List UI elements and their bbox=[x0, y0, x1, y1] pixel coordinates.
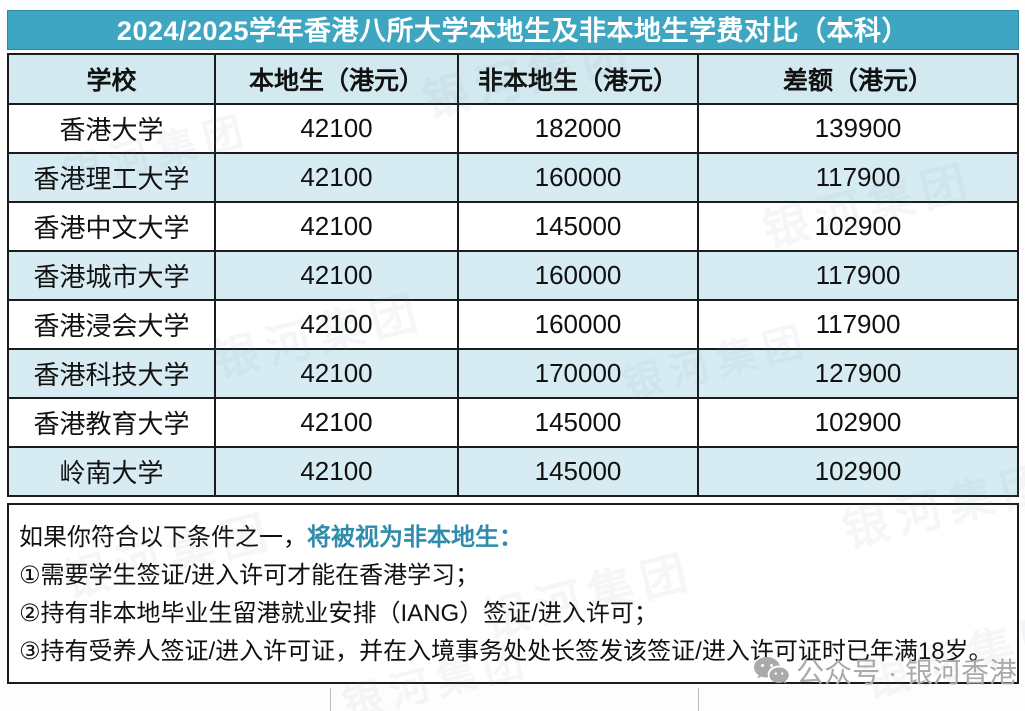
local-fee-cell: 42100 bbox=[216, 203, 459, 250]
header-difference: 差额（港元） bbox=[782, 67, 933, 95]
difference-cell: 117900 bbox=[815, 162, 901, 192]
table-row: 香港浸会大学 42100 160000 117900 bbox=[9, 299, 1017, 348]
nonlocal-fee-cell: 160000 bbox=[459, 154, 699, 201]
note-item-2: ②持有非本地毕业生留港就业安排（IANG）签证/进入许可； bbox=[19, 600, 658, 627]
nonlocal-fee-cell: 160000 bbox=[459, 301, 699, 348]
school-cell: 香港城市大学 bbox=[9, 252, 216, 299]
local-fee-cell: 42100 bbox=[216, 350, 459, 397]
nonlocal-fee-cell: 145000 bbox=[459, 203, 699, 250]
nonlocal-fee-cell: 160000 bbox=[459, 252, 699, 299]
table-header-row: 学校 本地生（港元） 非本地生（港元） 差额（港元） bbox=[9, 55, 1017, 103]
table-remnant-line bbox=[698, 688, 699, 711]
difference-cell: 139900 bbox=[814, 113, 902, 143]
table-row: 岭南大学 42100 145000 102900 bbox=[9, 446, 1017, 495]
note-item-1: ①需要学生签证/进入许可才能在香港学习； bbox=[19, 562, 480, 589]
official-account-badge: 公众号 · 银河香港 bbox=[753, 651, 1017, 691]
local-fee-cell: 42100 bbox=[216, 399, 459, 446]
local-fee-cell: 42100 bbox=[216, 105, 459, 152]
table-row: 香港理工大学 42100 160000 117900 bbox=[9, 152, 1017, 201]
table-remnant-line bbox=[330, 688, 331, 711]
local-fee-cell: 42100 bbox=[216, 301, 459, 348]
note-intro-prefix: 如果你符合以下条件之一， bbox=[19, 524, 307, 551]
table-body: 香港大学 42100 182000 139900 香港理工大学 42100 160000 11… bbox=[9, 103, 1017, 495]
local-fee-cell: 42100 bbox=[216, 154, 459, 201]
difference-cell: 117900 bbox=[815, 309, 901, 339]
note-intro-highlight: 将被视为非本地生： bbox=[307, 524, 523, 551]
local-fee-cell: 42100 bbox=[216, 252, 459, 299]
difference-cell: 102900 bbox=[814, 407, 902, 437]
nonlocal-fee-cell: 170000 bbox=[459, 350, 699, 397]
note-item-3: ③持有受养人签证/进入许可证，并在入境事务处处长签发该签证/进入许可证时已年满1… bbox=[19, 638, 993, 665]
school-cell: 香港教育大学 bbox=[9, 399, 216, 446]
tuition-table: 学校 本地生（港元） 非本地生（港元） 差额（港元） 香港大学 42100 1820… bbox=[7, 53, 1019, 497]
header-nonlocal-fee: 非本地生（港元） bbox=[459, 55, 699, 103]
table-row: 香港中文大学 42100 145000 102900 bbox=[9, 201, 1017, 250]
school-cell: 香港浸会大学 bbox=[9, 301, 216, 348]
nonlocal-fee-cell: 182000 bbox=[459, 105, 699, 152]
school-cell: 香港科技大学 bbox=[9, 350, 216, 397]
header-school: 学校 bbox=[9, 55, 216, 103]
table-row: 香港城市大学 42100 160000 117900 bbox=[9, 250, 1017, 299]
table-row: 香港大学 42100 182000 139900 bbox=[9, 103, 1017, 152]
school-cell: 香港大学 bbox=[9, 105, 216, 152]
official-account-label: 公众号 · 银河香港 bbox=[796, 657, 1017, 688]
header-local-fee: 本地生（港元） bbox=[216, 55, 459, 103]
wechat-icon bbox=[753, 656, 789, 687]
difference-cell: 117900 bbox=[815, 260, 901, 290]
school-cell: 香港中文大学 bbox=[9, 203, 216, 250]
infographic-page: 2024/2025学年香港八所大学本地生及非本地生学费对比（本科） 学校 本地生… bbox=[7, 10, 1019, 684]
local-fee-cell: 42100 bbox=[216, 448, 459, 495]
difference-cell: 102900 bbox=[814, 456, 902, 486]
school-cell: 香港理工大学 bbox=[9, 154, 216, 201]
page-title: 2024/2025学年香港八所大学本地生及非本地生学费对比（本科） bbox=[7, 10, 1019, 50]
title-text: 2024/2025学年香港八所大学本地生及非本地生学费对比（本科） bbox=[116, 16, 910, 46]
school-cell: 岭南大学 bbox=[9, 448, 216, 495]
table-row: 香港教育大学 42100 145000 102900 bbox=[9, 397, 1017, 446]
table-row: 香港科技大学 42100 170000 127900 bbox=[9, 348, 1017, 397]
difference-cell: 102900 bbox=[814, 211, 902, 241]
note-intro: 如果你符合以下条件之一，将被视为非本地生： bbox=[19, 519, 1007, 557]
nonlocal-fee-cell: 145000 bbox=[459, 448, 699, 495]
note-box: 如果你符合以下条件之一，将被视为非本地生： ①需要学生签证/进入许可才能在香港学… bbox=[7, 503, 1019, 684]
nonlocal-fee-cell: 145000 bbox=[459, 399, 699, 446]
difference-cell: 127900 bbox=[814, 358, 902, 388]
